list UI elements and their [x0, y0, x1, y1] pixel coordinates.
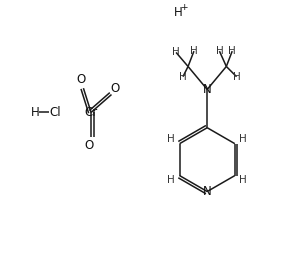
Text: O: O: [76, 73, 86, 86]
Text: H: H: [239, 134, 247, 144]
Text: H: H: [31, 106, 39, 119]
Text: Cr: Cr: [84, 106, 98, 119]
Text: H: H: [167, 175, 175, 186]
Text: H: H: [167, 134, 175, 144]
Text: O: O: [85, 139, 94, 152]
Text: H: H: [173, 6, 182, 19]
Text: O: O: [110, 82, 119, 95]
Text: H: H: [233, 72, 241, 82]
Text: H: H: [172, 47, 180, 58]
Text: N: N: [203, 185, 211, 198]
Text: +: +: [180, 3, 187, 12]
Text: Cl: Cl: [50, 106, 61, 119]
Text: H: H: [179, 72, 187, 82]
Text: H: H: [190, 46, 198, 56]
Text: H: H: [216, 46, 223, 56]
Text: N: N: [203, 83, 211, 96]
Text: H: H: [228, 46, 236, 56]
Text: H: H: [239, 175, 247, 186]
